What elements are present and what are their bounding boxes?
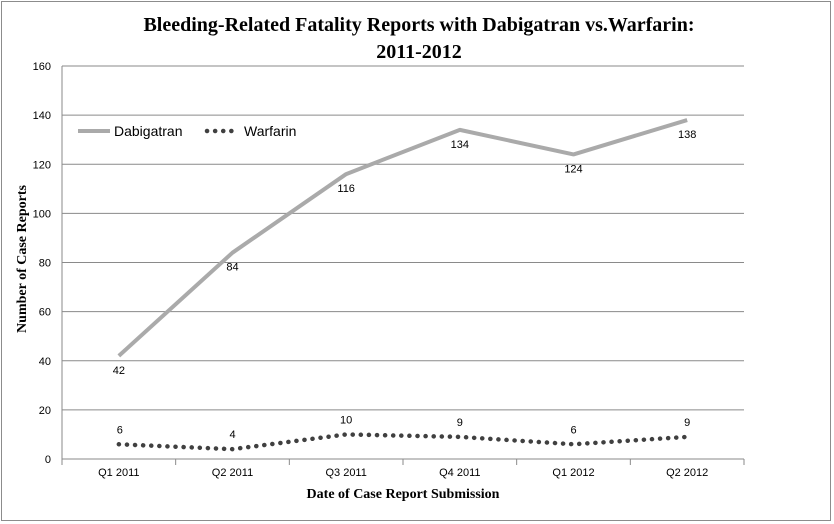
data-label-dabigatran-q4-2011: 134 bbox=[451, 139, 469, 151]
y-tick-label-120: 120 bbox=[33, 159, 51, 171]
data-labels: 42 84 116 134 124 138 6 4 10 9 6 9 bbox=[113, 129, 697, 441]
legend-label-warfarin: Warfarin bbox=[244, 123, 296, 139]
data-label-warfarin-q3-2011: 10 bbox=[340, 414, 352, 426]
series-layer bbox=[116, 118, 690, 452]
x-tick-label-q2-2011: Q2 2011 bbox=[212, 467, 253, 479]
x-tick-label-q3-2011: Q3 2011 bbox=[325, 467, 366, 479]
x-tick-label-q1-2012: Q1 2012 bbox=[552, 467, 594, 479]
chart-title-line-2: 2011-2012 bbox=[376, 41, 462, 63]
x-axis-title: Date of Case Report Submission bbox=[307, 487, 500, 502]
data-label-dabigatran-q2-2011: 84 bbox=[226, 262, 238, 274]
x-tick-label-q2-2012: Q2 2012 bbox=[666, 467, 708, 479]
data-label-warfarin-q1-2012: 6 bbox=[570, 424, 576, 436]
y-tick-label-140: 140 bbox=[33, 110, 51, 122]
data-label-warfarin-q1-2011: 6 bbox=[117, 424, 123, 436]
data-label-dabigatran-q2-2012: 138 bbox=[678, 129, 696, 141]
data-label-dabigatran-q1-2011: 42 bbox=[113, 365, 125, 377]
data-label-dabigatran-q1-2012: 124 bbox=[564, 163, 582, 175]
x-tick-label-q4-2011: Q4 2011 bbox=[439, 467, 480, 479]
y-tick-labels: 0 20 40 60 80 100 120 140 160 bbox=[33, 61, 51, 466]
y-tick-label-40: 40 bbox=[39, 356, 51, 368]
grid-layer bbox=[61, 65, 745, 465]
data-label-warfarin-q4-2011: 9 bbox=[457, 417, 463, 429]
chart-title-line-1: Bleeding-Related Fatality Reports with D… bbox=[143, 14, 694, 36]
series-line-warfarin bbox=[116, 432, 690, 452]
x-tick-labels: Q1 2011 Q2 2011 Q3 2011 Q4 2011 Q1 2012 Q2 20… bbox=[98, 467, 708, 479]
legend: Dabigatran Warfarin bbox=[78, 123, 296, 139]
y-tick-label-20: 20 bbox=[39, 405, 51, 417]
y-tick-label-60: 60 bbox=[39, 307, 51, 319]
data-label-warfarin-q2-2011: 4 bbox=[229, 429, 235, 441]
y-tick-label-160: 160 bbox=[33, 61, 51, 73]
y-tick-label-100: 100 bbox=[33, 208, 51, 220]
legend-label-dabigatran: Dabigatran bbox=[114, 123, 183, 139]
y-tick-label-80: 80 bbox=[39, 258, 51, 270]
x-tick-label-q1-2011: Q1 2011 bbox=[98, 467, 139, 479]
data-label-warfarin-q2-2012: 9 bbox=[684, 417, 690, 429]
series-line-dabigatran bbox=[117, 118, 688, 358]
y-axis-title: Number of Case Reports bbox=[15, 185, 30, 333]
data-label-dabigatran-q3-2011: 116 bbox=[337, 183, 355, 195]
y-tick-label-0: 0 bbox=[45, 454, 51, 466]
